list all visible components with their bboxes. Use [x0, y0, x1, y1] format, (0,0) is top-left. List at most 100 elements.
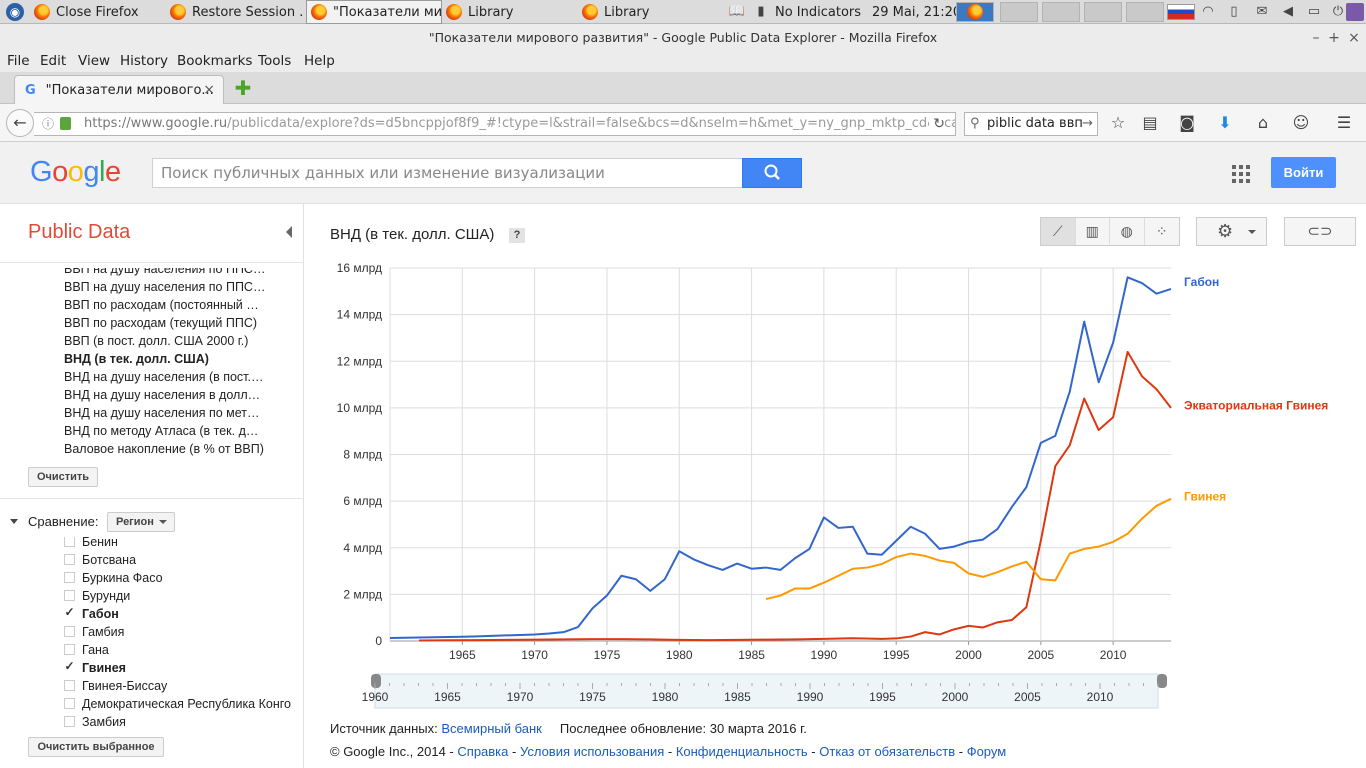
line-chart-icon[interactable]: ⟋ — [1041, 218, 1076, 245]
collapse-panel-icon[interactable] — [286, 226, 292, 238]
indicator-item[interactable]: ВВП на душу населения по ППС… — [64, 280, 266, 294]
taskbar-item-firefox-active[interactable]: "Показатели ми... — [306, 0, 442, 24]
footer-link-terms[interactable]: Условия использования — [519, 744, 665, 759]
country-list[interactable]: Бенин Ботсвана Буркина Фасо Бурунди ✓ Габ… — [64, 537, 304, 727]
checkbox[interactable] — [64, 572, 75, 583]
bookmark-star-icon[interactable]: ☆ — [1110, 113, 1126, 132]
country-item[interactable]: Гвинея-Бисcау — [64, 677, 304, 695]
globe-map-icon[interactable]: ◍ — [1110, 218, 1145, 245]
indicator-item[interactable]: ВНД по методу Атласа (в тек. д… — [64, 424, 259, 438]
public-data-title[interactable]: Public Data — [28, 221, 131, 243]
footer-link-privacy[interactable]: Конфиденциальность — [675, 744, 808, 759]
apps-grid-icon[interactable] — [1232, 165, 1250, 183]
country-item[interactable]: Гамбия — [64, 623, 304, 641]
tab-close-icon[interactable]: × — [203, 82, 215, 98]
checkbox-checked[interactable]: ✓ — [64, 605, 75, 619]
country-item[interactable]: Ботсвана — [64, 551, 304, 569]
taskbar-item-restore-session[interactable]: Restore Session ... — [166, 0, 304, 24]
workspace-5[interactable] — [1126, 2, 1164, 22]
browser-search-input[interactable]: ⚲ piblic data ввп → — [964, 112, 1098, 136]
menu-file[interactable]: File — [7, 53, 30, 69]
minimize-icon[interactable]: – — [1312, 30, 1320, 46]
menu-edit[interactable]: Edit — [40, 53, 67, 69]
battery-icon[interactable]: ▭ — [1307, 4, 1321, 19]
menu-tools[interactable]: Tools — [258, 53, 292, 69]
search-button[interactable] — [742, 158, 802, 188]
menu-bookmarks[interactable]: Bookmarks — [177, 53, 253, 69]
phone-icon[interactable]: ▯ — [1230, 4, 1238, 19]
site-info-icon[interactable]: ⓘ — [42, 117, 55, 131]
link-button[interactable]: ⊂⊃ — [1284, 217, 1356, 246]
workspace-1[interactable] — [956, 2, 994, 22]
hamburger-menu-icon[interactable]: ☰ — [1336, 113, 1352, 132]
indicator-item[interactable]: ВВП по расходам (текущий ППС) — [64, 316, 258, 330]
country-item-checked[interactable]: ✓ Габон — [64, 605, 304, 623]
google-logo[interactable]: Google — [30, 156, 121, 188]
bar-chart-icon[interactable]: ▥ — [1076, 218, 1110, 245]
country-item[interactable]: Гана — [64, 641, 304, 659]
indicators-label[interactable]: No Indicators — [775, 4, 862, 20]
indicator-item[interactable]: ВНД на душу населения в долл… — [64, 388, 261, 402]
footer-link-forum[interactable]: Форум — [966, 744, 1007, 759]
line-chart[interactable]: 16 млрд 14 млрд 12 млрд 10 млрд 8 млрд 6 млрд… — [305, 204, 1366, 714]
url-bar[interactable]: ⓘ https://www.google.ru/publicdata/explo… — [34, 112, 956, 136]
app-menu-icon[interactable]: ◉ — [2, 0, 26, 24]
checkbox[interactable] — [64, 626, 75, 637]
wifi-icon[interactable]: ◠ — [1202, 4, 1214, 19]
checkbox[interactable] — [64, 590, 75, 601]
indicator-item[interactable]: Валовое накопление (в % от ВВП) — [64, 442, 264, 456]
indicator-item[interactable]: ВВП по расходам (постоянный … — [64, 298, 259, 312]
clock[interactable]: 29 Mai, 21:20 — [872, 4, 962, 20]
workspace-4[interactable] — [1084, 2, 1122, 22]
clear-indicators-button[interactable]: Очистить — [28, 467, 98, 487]
power-icon[interactable]: ⏻ — [1332, 4, 1344, 19]
country-item[interactable]: Бенин — [64, 537, 304, 551]
country-item[interactable]: Бурунди — [64, 587, 304, 605]
book-icon[interactable]: 📖 — [728, 4, 746, 19]
mail-icon[interactable]: ✉ — [1256, 4, 1268, 19]
indicator-item[interactable]: ВВП (в пост. долл. США 2000 г.) — [64, 334, 249, 348]
close-window-icon[interactable]: × — [1348, 30, 1360, 46]
workspace-2[interactable] — [1000, 2, 1038, 22]
pocket-icon[interactable]: ◙ — [1179, 113, 1195, 132]
country-item-checked[interactable]: ✓ Гвинея — [64, 659, 304, 677]
checkbox-checked[interactable]: ✓ — [64, 659, 75, 673]
country-item[interactable]: Демократическая Республика Конго — [64, 695, 304, 713]
taskbar-item-library-2[interactable]: Library — [578, 0, 718, 24]
help-icon[interactable]: ? — [509, 228, 525, 243]
taskbar-item-close-firefox[interactable]: Close Firefox — [30, 0, 164, 24]
workspace-3[interactable] — [1042, 2, 1080, 22]
checkbox[interactable] — [64, 716, 75, 727]
reload-icon[interactable]: ↻ — [929, 113, 945, 135]
menu-view[interactable]: View — [78, 53, 111, 69]
scatter-chart-icon[interactable]: ⁘ — [1155, 223, 1168, 239]
checkbox[interactable] — [64, 537, 75, 547]
maximize-icon[interactable]: + — [1328, 30, 1340, 46]
indicator-item-selected[interactable]: ВНД (в тек. долл. США) — [64, 352, 209, 366]
indicator-icon[interactable]: ▮ — [757, 4, 765, 19]
expand-arrow-icon[interactable] — [10, 519, 18, 524]
smiley-icon[interactable]: ☺ — [1292, 113, 1310, 132]
clear-selected-button[interactable]: Очистить выбранное — [28, 737, 164, 757]
checkbox[interactable] — [64, 698, 75, 709]
taskbar-item-library-1[interactable]: Library — [442, 0, 576, 24]
keyboard-layout-flag-icon[interactable] — [1167, 4, 1195, 20]
home-icon[interactable]: ⌂ — [1257, 113, 1269, 132]
checkbox[interactable] — [64, 554, 75, 565]
indicator-item[interactable]: ВНД на душу населения (в пост.… — [64, 370, 264, 384]
session-icon[interactable] — [1346, 3, 1364, 21]
menu-help[interactable]: Help — [304, 53, 335, 69]
volume-icon[interactable]: ◀ — [1283, 4, 1293, 19]
settings-button[interactable]: ⚙ — [1196, 217, 1267, 246]
signin-button[interactable]: Войти — [1271, 157, 1336, 188]
downloads-icon[interactable]: ⬇ — [1218, 113, 1232, 132]
tab-public-data[interactable]: G "Показатели мирового... × — [14, 75, 224, 105]
indicator-item[interactable]: ВВП на душу населения по ППС… — [64, 268, 266, 276]
country-item[interactable]: Буркина Фасо — [64, 569, 304, 587]
region-dropdown[interactable]: Регион — [107, 512, 175, 532]
back-button[interactable]: ← — [6, 109, 34, 137]
footer-link-help[interactable]: Справка — [457, 744, 509, 759]
new-tab-icon[interactable]: ✚ — [234, 76, 252, 100]
reading-list-icon[interactable]: ▤ — [1142, 113, 1158, 132]
footer-link-disclaimer[interactable]: Отказ от обязательств — [819, 744, 956, 759]
